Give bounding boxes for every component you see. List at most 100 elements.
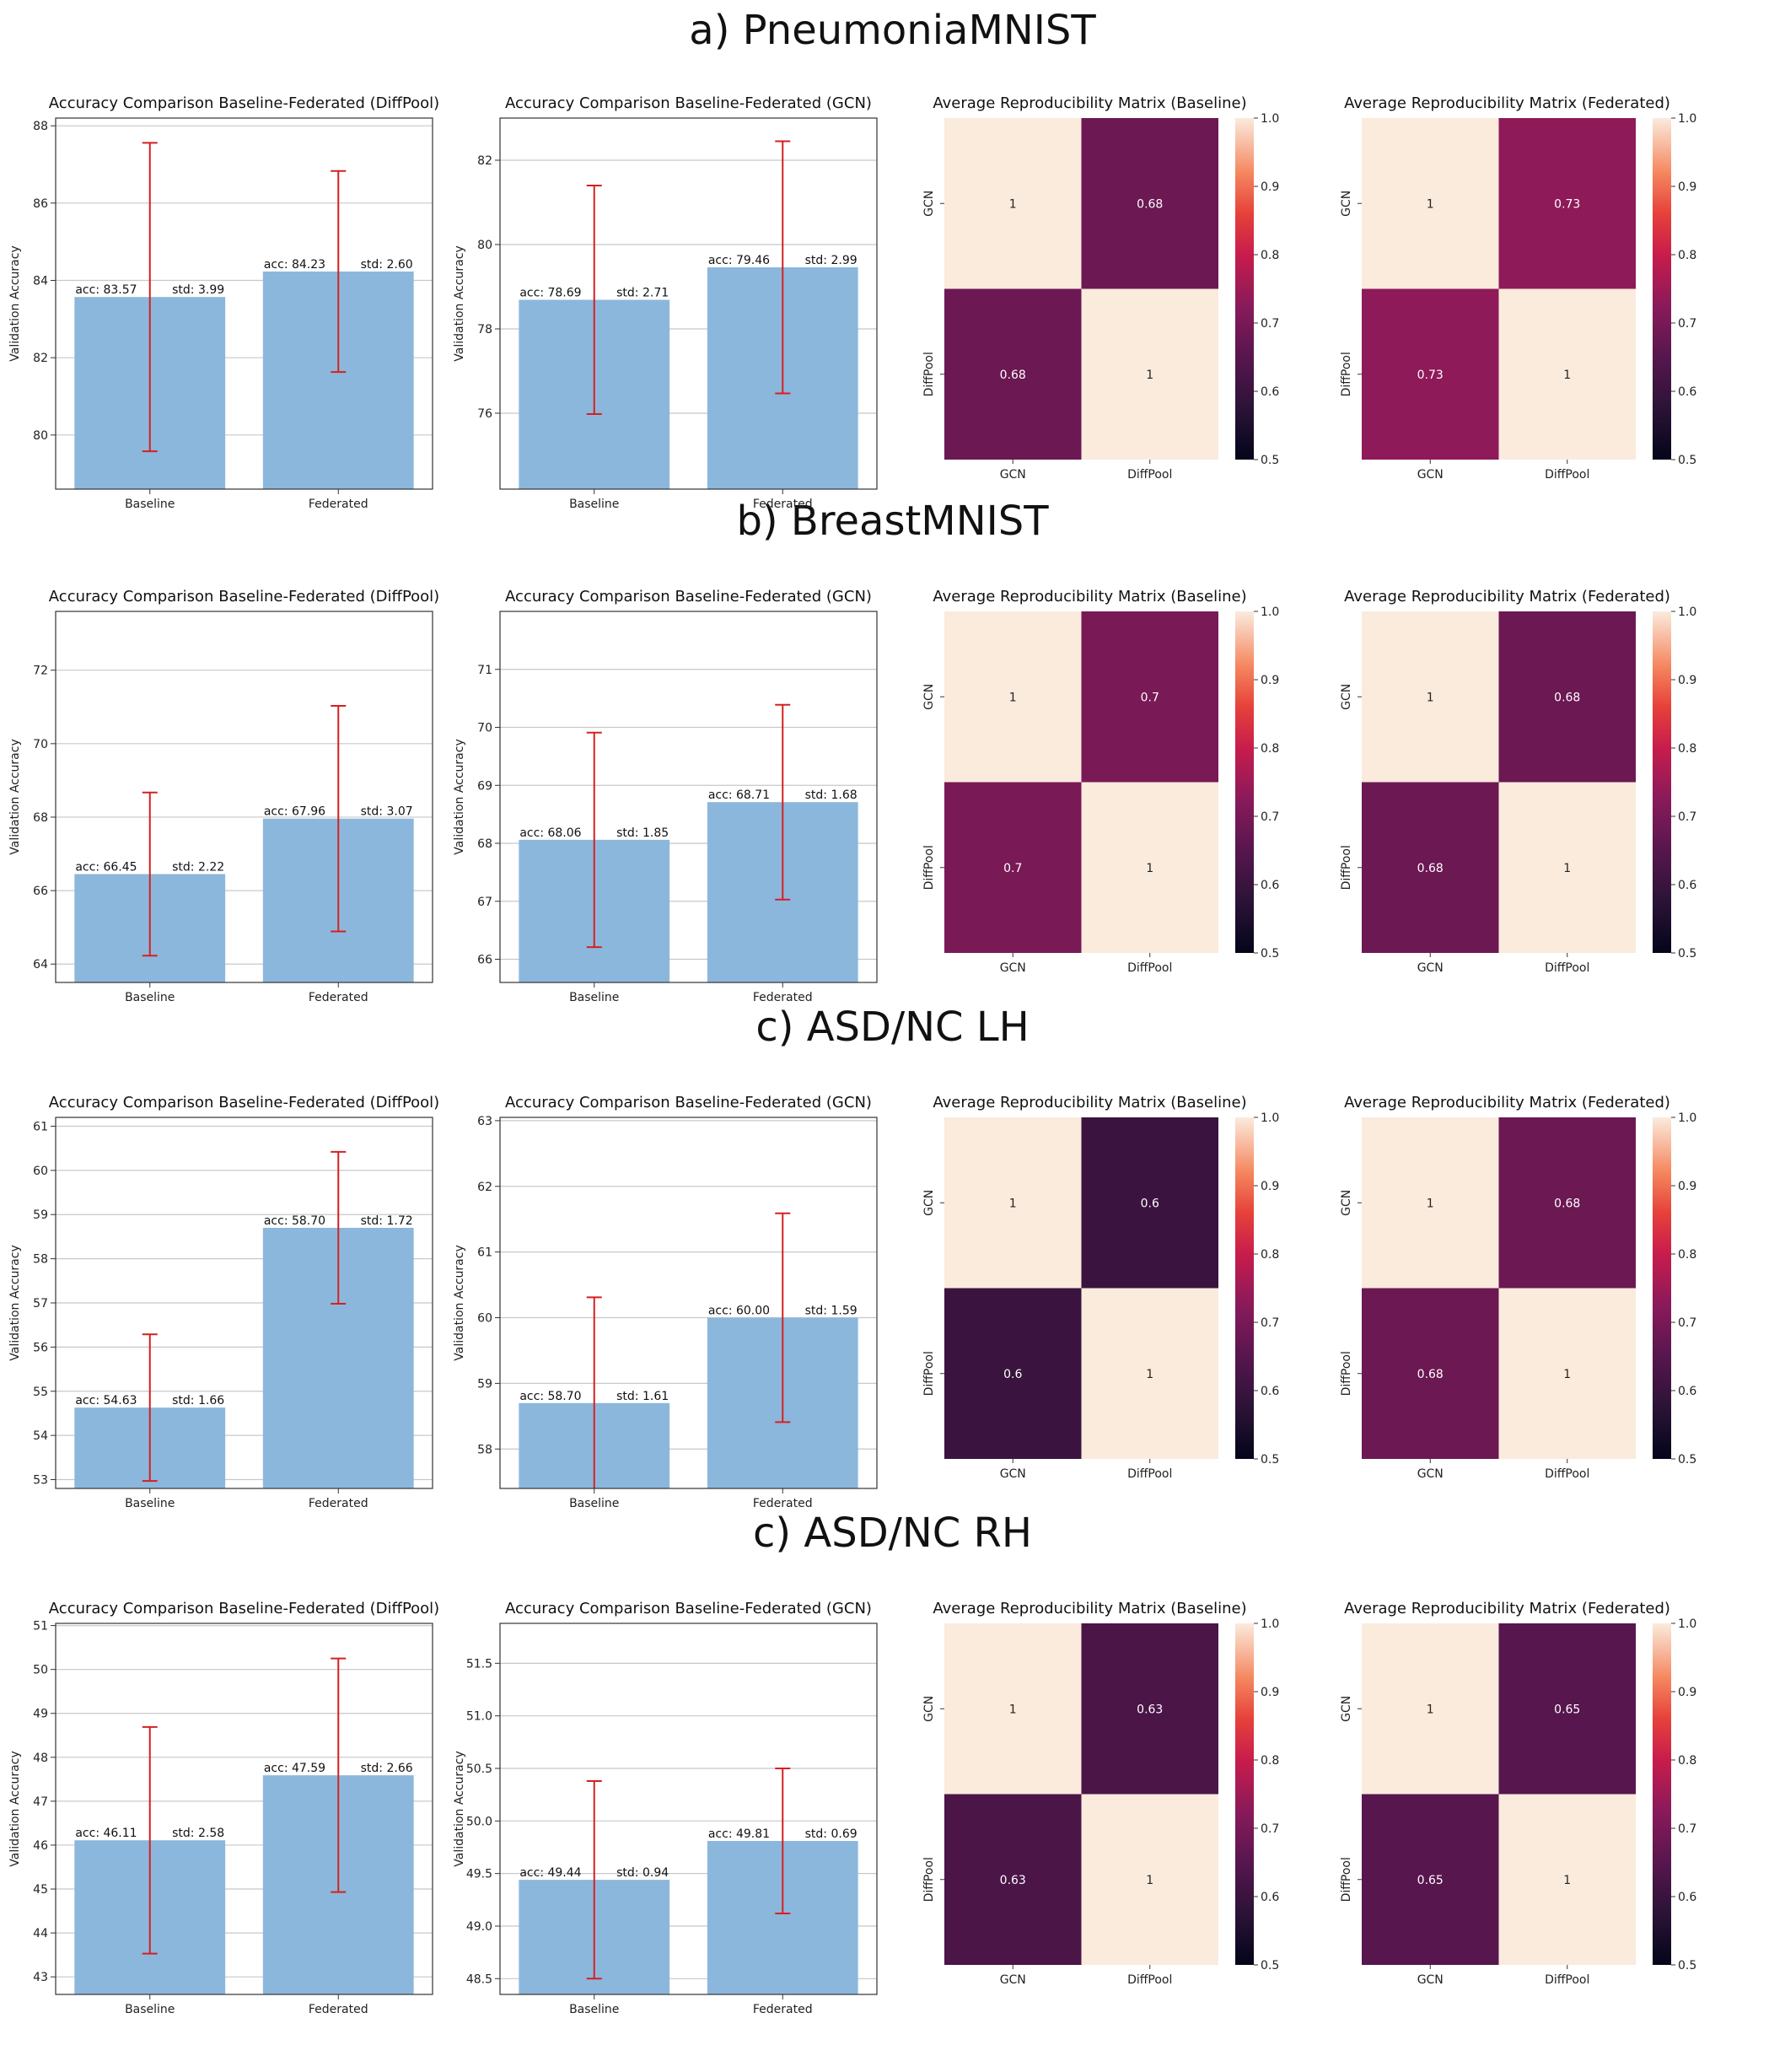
chart-2-cell-0-0 (944, 118, 1082, 289)
chart-3-cell-0-0 (1362, 118, 1499, 289)
chart-11-colorbar-tick-label-2: 0.7 (1678, 1316, 1696, 1330)
chart-7-colorbar-tick-label-4: 0.9 (1678, 674, 1696, 687)
chart-8-xtick-label-0: Baseline (125, 1497, 175, 1510)
chart-2-cell-label-1-1: 1 (1146, 369, 1153, 382)
chart-2-colorbar-tick-label-0: 0.5 (1261, 454, 1279, 467)
chart-0-ytick-label-1: 82 (33, 352, 48, 365)
chart-4-axes-frame (55, 611, 433, 983)
chart-4-ytick-label-0: 64 (33, 958, 48, 971)
chart-15-cell-1-1 (1498, 1794, 1636, 1965)
chart-11-cell-1-1 (1498, 1288, 1636, 1459)
chart-2-colorbar-tick-label-4: 0.9 (1261, 180, 1279, 194)
chart-9-ylabel: Validation Accuracy (453, 1245, 466, 1361)
chart-3-cell-label-0-0: 1 (1427, 197, 1434, 211)
chart-3-colorbar-tick-label-0: 0.5 (1678, 454, 1696, 467)
chart-7-ytick-label-1: DiffPool (1340, 845, 1353, 890)
chart-8-ytick-label-3: 56 (33, 1341, 48, 1354)
chart-8-xtick-label-1: Federated (309, 1497, 368, 1510)
chart-12-ytick-label-6: 49 (33, 1708, 48, 1721)
chart-6-cell-label-1-0: 0.7 (1003, 862, 1022, 875)
chart-2-colorbar (1235, 118, 1254, 460)
chart-9-acc-label-1: acc: 60.00 (708, 1305, 770, 1318)
chart-2-ytick-label-1: DiffPool (922, 352, 936, 396)
chart-10-colorbar-tick-label-1: 0.6 (1261, 1385, 1279, 1398)
chart-9-ytick-label-4: 62 (477, 1181, 492, 1194)
chart-7-cell-label-0-1: 0.68 (1554, 691, 1580, 704)
chart-7-cell-0-1 (1498, 611, 1636, 783)
section-title-asd-nc-rh: c) ASD/NC RH (753, 1510, 1032, 1557)
chart-2-colorbar-tick-label-1: 0.6 (1261, 385, 1279, 399)
chart-11-cell-label-1-1: 1 (1563, 1368, 1571, 1381)
chart-7-cell-label-1-0: 0.68 (1417, 862, 1444, 875)
chart-8-ytick-label-4: 57 (33, 1297, 48, 1310)
chart-7-colorbar-tick-label-3: 0.8 (1678, 742, 1696, 756)
chart-13-ytick-label-0: 48.5 (466, 1972, 492, 1986)
chart-8-std-label-1: std: 1.72 (361, 1214, 413, 1228)
chart-1-title: Accuracy Comparison Baseline-Federated (… (505, 94, 872, 112)
chart-6-cell-0-0 (944, 611, 1082, 783)
chart-2-cell-label-0-0: 1 (1009, 197, 1017, 211)
chart-0-axes-frame (55, 117, 433, 490)
chart-10-colorbar-tick-label-2: 0.7 (1261, 1316, 1279, 1330)
chart-3-colorbar-tick-label-1: 0.6 (1678, 385, 1696, 399)
chart-0-title: Accuracy Comparison Baseline-Federated (… (49, 94, 439, 112)
chart-10-cell-0-1 (1081, 1117, 1218, 1289)
chart-12-std-label-0: std: 2.58 (172, 1827, 224, 1840)
chart-15-colorbar (1653, 1623, 1671, 1965)
chart-1-ytick-label-2: 80 (477, 239, 492, 252)
chart-5-std-label-1: std: 1.68 (805, 788, 858, 802)
chart-15-cell-1-0 (1362, 1794, 1499, 1965)
chart-7-colorbar-tick-label-2: 0.7 (1678, 810, 1696, 824)
chart-5-axes-frame (499, 611, 878, 983)
chart-7-xtick-label-1: DiffPool (1545, 961, 1589, 975)
chart-0-ytick-label-2: 84 (33, 275, 48, 288)
chart-11-colorbar-tick-label-4: 0.9 (1678, 1180, 1696, 1193)
chart-9-xtick-label-0: Baseline (569, 1497, 619, 1510)
chart-2-cell-0-1 (1081, 118, 1218, 289)
chart-4-std-label-0: std: 2.22 (172, 860, 224, 874)
chart-5-std-label-0: std: 1.85 (616, 826, 669, 840)
chart-0-acc-label-1: acc: 84.23 (264, 258, 325, 272)
chart-13-std-label-0: std: 0.94 (616, 1866, 669, 1880)
chart-12-ytick-label-1: 44 (33, 1927, 48, 1940)
chart-15-colorbar-tick-label-1: 0.6 (1678, 1891, 1696, 1904)
chart-7-colorbar-tick-label-0: 0.5 (1678, 947, 1696, 961)
chart-3-ytick-label-0: GCN (1340, 191, 1353, 217)
chart-12-xtick-label-1: Federated (309, 2003, 368, 2016)
chart-6-ytick-label-1: DiffPool (922, 845, 936, 890)
chart-2-title: Average Reproducibility Matrix (Baseline… (933, 94, 1246, 112)
chart-9-title: Accuracy Comparison Baseline-Federated (… (505, 1094, 872, 1111)
chart-8-ytick-label-1: 54 (33, 1429, 48, 1443)
chart-0-std-label-0: std: 3.99 (172, 283, 224, 297)
chart-15-colorbar-tick-label-4: 0.9 (1678, 1686, 1696, 1699)
chart-0-acc-label-0: acc: 83.57 (75, 283, 137, 297)
chart-7-xtick-label-0: GCN (1417, 961, 1444, 975)
chart-4-std-label-1: std: 3.07 (361, 805, 413, 819)
chart-12-axes-frame (55, 1623, 433, 1995)
chart-5-acc-label-1: acc: 68.71 (708, 788, 770, 802)
chart-15-colorbar-tick-label-0: 0.5 (1678, 1959, 1696, 1972)
chart-7-colorbar (1653, 611, 1671, 953)
chart-8-ytick-label-7: 60 (33, 1165, 48, 1178)
chart-2-colorbar-tick-label-2: 0.7 (1261, 317, 1279, 331)
chart-13-ytick-label-3: 50.0 (466, 1815, 492, 1828)
chart-13-ytick-label-6: 51.5 (466, 1657, 492, 1671)
chart-5-acc-label-0: acc: 68.06 (519, 826, 581, 840)
chart-10-cell-0-0 (944, 1117, 1082, 1289)
chart-6-xtick-label-1: DiffPool (1127, 961, 1172, 975)
chart-4-title: Accuracy Comparison Baseline-Federated (… (49, 588, 439, 605)
chart-0-ylabel: Validation Accuracy (8, 245, 22, 362)
chart-2-cell-1-0 (944, 288, 1082, 460)
chart-15-colorbar-tick-label-2: 0.7 (1678, 1822, 1696, 1836)
chart-6-cell-label-1-1: 1 (1146, 862, 1153, 875)
chart-12-ylabel: Validation Accuracy (8, 1751, 22, 1867)
chart-2-cell-1-1 (1081, 288, 1218, 460)
chart-0-ytick-label-3: 86 (33, 197, 48, 211)
chart-6-colorbar-tick-label-5: 1.0 (1261, 605, 1279, 619)
chart-5-ytick-label-1: 67 (477, 896, 492, 909)
chart-3-colorbar-tick-label-5: 1.0 (1678, 112, 1696, 126)
chart-7-cell-1-0 (1362, 782, 1499, 953)
chart-10-cell-1-1 (1081, 1288, 1218, 1459)
chart-8-ytick-label-2: 55 (33, 1386, 48, 1399)
chart-0-xtick-label-1: Federated (309, 498, 368, 511)
